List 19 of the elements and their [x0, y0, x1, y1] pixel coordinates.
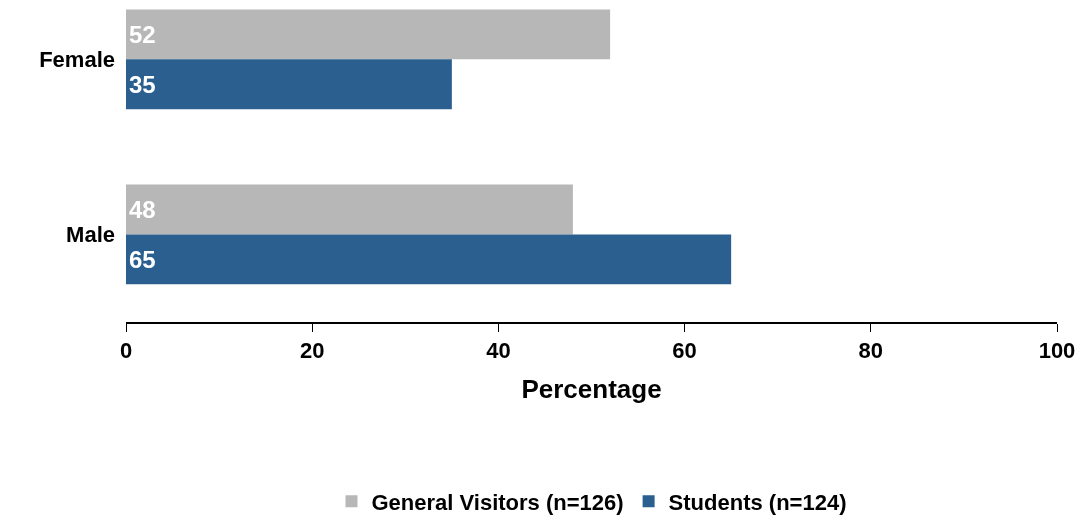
y-tick-label: Male [66, 222, 115, 248]
x-tick-label: 100 [1038, 338, 1076, 364]
bar [126, 234, 732, 285]
x-tick-label: 80 [858, 338, 884, 364]
x-axis-title: Percentage [521, 374, 662, 405]
x-tick-label: 40 [486, 338, 511, 364]
y-tick-label: Female [39, 46, 115, 72]
data-label: 48 [129, 195, 156, 223]
bar [126, 184, 573, 235]
x-tick-label: 20 [299, 338, 325, 364]
bar [126, 59, 452, 110]
data-label: 65 [129, 245, 156, 273]
legend-label: General Visitors (n=126) [371, 489, 624, 515]
legend-label: Students (n=124) [668, 489, 847, 515]
data-label: 52 [129, 20, 156, 48]
x-tick-label: 0 [119, 338, 133, 364]
x-tick-label: 60 [672, 338, 697, 364]
data-label: 35 [129, 70, 156, 98]
bar [126, 9, 611, 60]
